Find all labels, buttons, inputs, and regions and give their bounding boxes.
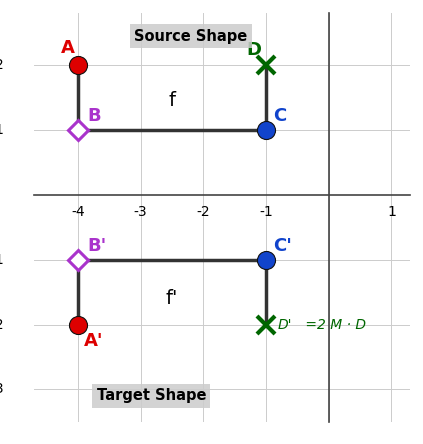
Text: D': D' xyxy=(277,317,292,332)
Text: -2: -2 xyxy=(0,317,4,332)
Text: -3: -3 xyxy=(0,382,4,396)
Text: -1: -1 xyxy=(0,253,4,267)
Text: 1: 1 xyxy=(0,123,4,137)
Text: 2: 2 xyxy=(0,58,4,72)
Text: =2 M · D: =2 M · D xyxy=(300,317,365,332)
Text: A': A' xyxy=(84,332,104,350)
Text: f: f xyxy=(168,91,176,111)
Text: B': B' xyxy=(87,237,107,254)
Text: A: A xyxy=(61,40,74,57)
Text: C: C xyxy=(274,107,287,125)
Text: B: B xyxy=(87,107,101,125)
Text: f': f' xyxy=(166,289,178,308)
Text: Target Shape: Target Shape xyxy=(96,388,206,403)
Text: C': C' xyxy=(274,237,292,254)
Text: Source Shape: Source Shape xyxy=(134,28,247,44)
Text: D: D xyxy=(246,41,261,59)
